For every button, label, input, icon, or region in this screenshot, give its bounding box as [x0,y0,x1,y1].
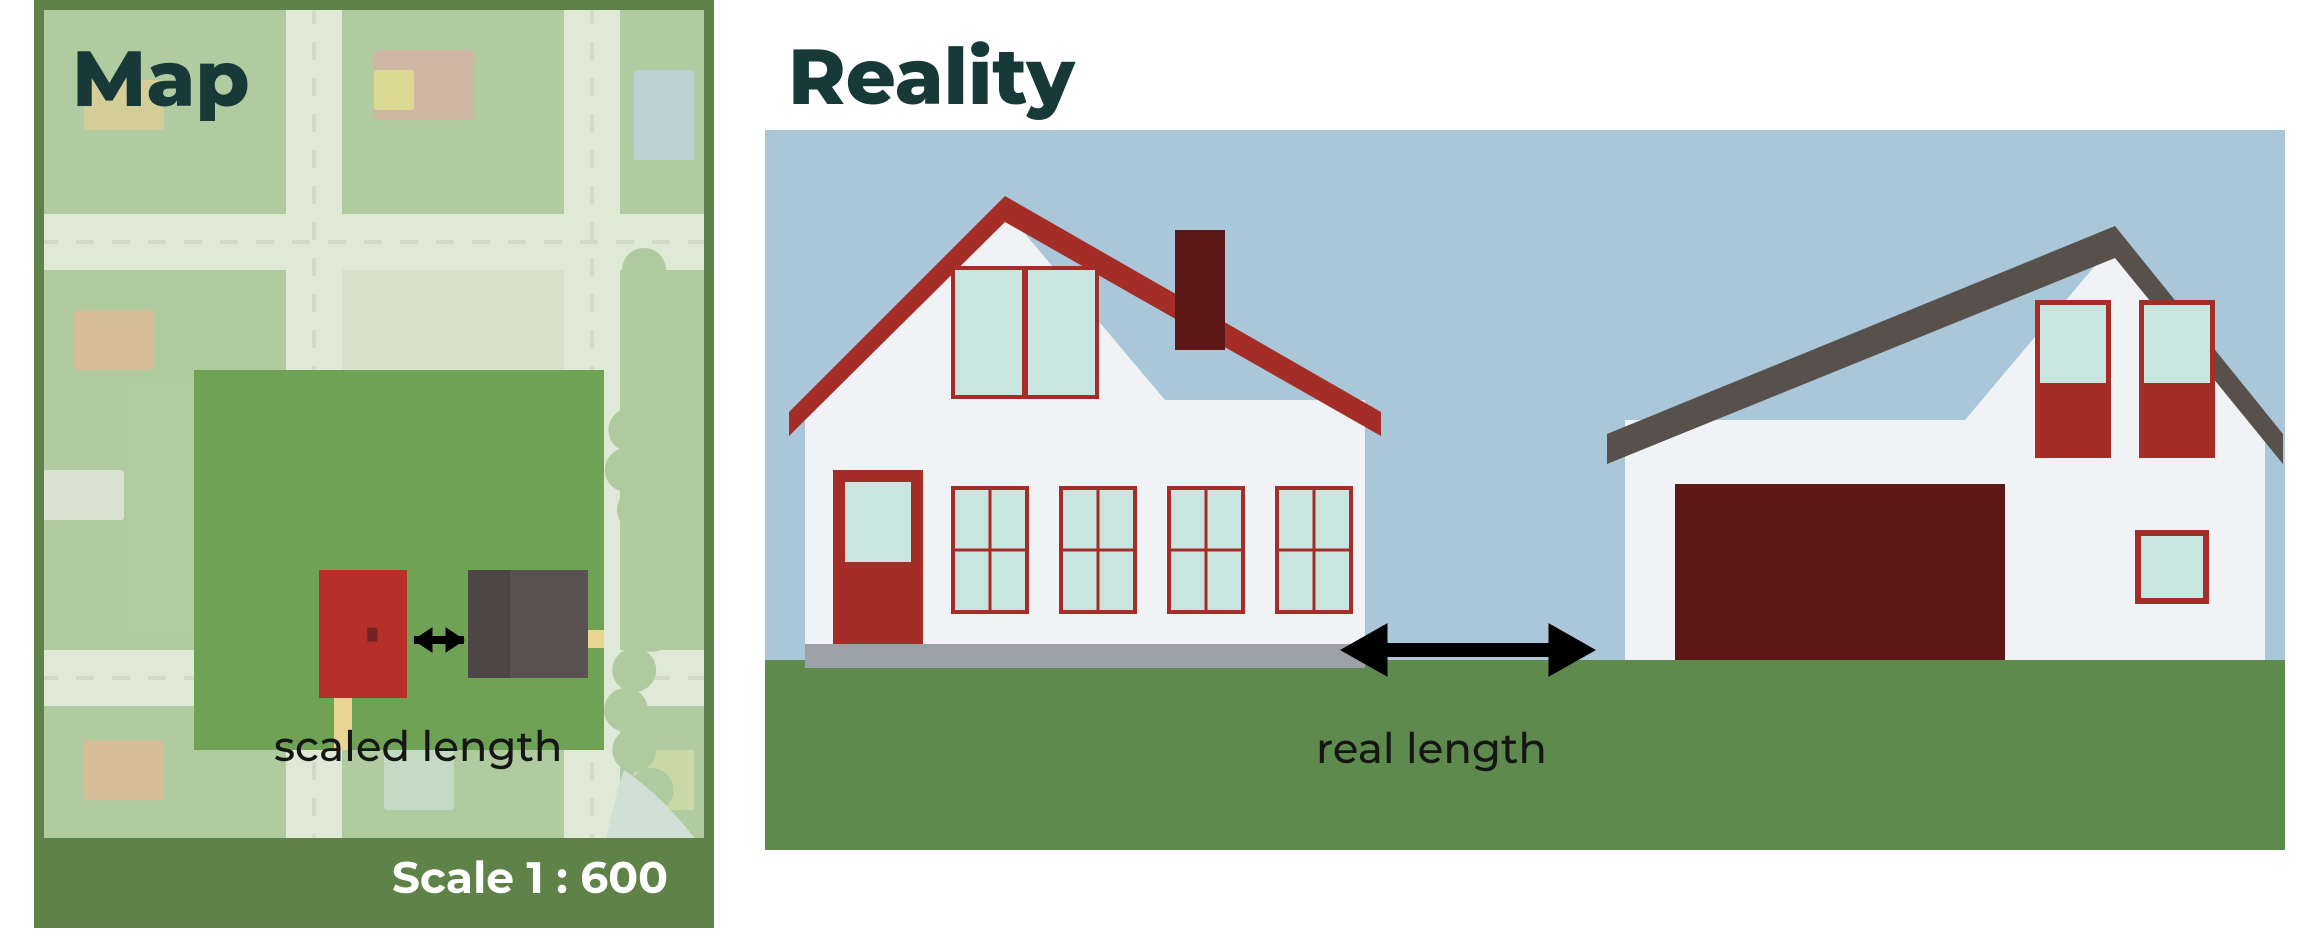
scaled-length-label: scaled length [274,720,563,772]
scale-bar: Scale 1 : 600 [44,838,704,918]
scale-bar-text: Scale 1 : 600 [392,851,668,905]
map-panel: Map scaled length Scale 1 : 600 [34,0,714,928]
real-length-label: real length [1316,722,1547,774]
map-title: Map [72,30,250,126]
map-illustration [44,10,704,918]
